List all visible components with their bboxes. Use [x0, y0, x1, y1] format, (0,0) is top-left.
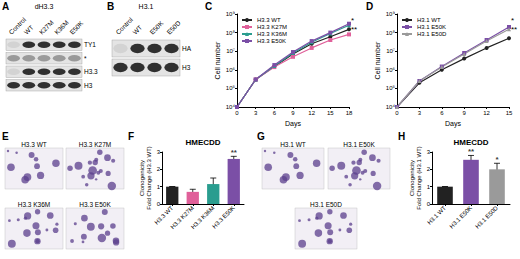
- svg-text:**: **: [351, 25, 357, 34]
- svg-text:Days: Days: [285, 120, 301, 128]
- svg-text:H3.1 E50D: H3.1 E50D: [310, 201, 342, 208]
- svg-text:D: D: [366, 1, 373, 12]
- svg-text:*: *: [351, 16, 354, 25]
- svg-text:Fold Change (H3.1 WT): Fold Change (H3.1 WT): [416, 146, 422, 210]
- svg-text:10⁸: 10⁸: [386, 30, 396, 36]
- svg-text:1: 1: [427, 184, 431, 190]
- svg-text:WT: WT: [131, 24, 143, 36]
- svg-text:10⁹: 10⁹: [386, 11, 396, 17]
- svg-text:**: **: [468, 147, 475, 156]
- svg-text:10⁸: 10⁸: [226, 30, 236, 36]
- svg-text:H3.1 E50K: H3.1 E50K: [343, 141, 375, 148]
- svg-text:E50K: E50K: [68, 19, 85, 36]
- svg-text:B: B: [107, 1, 114, 12]
- svg-text:*: *: [495, 155, 499, 164]
- svg-text:F: F: [128, 131, 134, 142]
- svg-text:3: 3: [427, 149, 431, 155]
- svg-text:3: 3: [254, 110, 258, 116]
- svg-text:H3.1 E50K: H3.1 E50K: [448, 205, 473, 230]
- svg-text:H3.3 WT: H3.3 WT: [257, 17, 281, 23]
- svg-text:12: 12: [483, 110, 490, 116]
- svg-text:Cell number: Cell number: [214, 41, 221, 79]
- svg-text:H3.3 K27M: H3.3 K27M: [257, 24, 287, 30]
- svg-text:H3.1: H3.1: [139, 3, 154, 10]
- svg-text:15: 15: [506, 110, 513, 116]
- svg-text:0: 0: [427, 201, 431, 207]
- svg-text:*: *: [84, 55, 87, 62]
- svg-text:10⁶: 10⁶: [226, 67, 236, 73]
- svg-text:H3.1 WT: H3.1 WT: [417, 17, 441, 23]
- svg-text:10⁴: 10⁴: [386, 104, 396, 110]
- svg-text:9: 9: [463, 110, 467, 116]
- svg-text:*: *: [511, 16, 514, 25]
- svg-text:6: 6: [440, 110, 444, 116]
- svg-text:3: 3: [157, 149, 161, 155]
- svg-text:E50K: E50K: [148, 19, 165, 36]
- svg-text:H3.1 WT: H3.1 WT: [426, 205, 447, 226]
- svg-text:H3.3 K27M: H3.3 K27M: [79, 141, 112, 148]
- svg-text:A: A: [2, 1, 9, 12]
- svg-text:H3.1 E50D: H3.1 E50D: [474, 204, 499, 229]
- svg-text:TY1: TY1: [84, 41, 96, 48]
- svg-text:Days: Days: [445, 120, 461, 128]
- svg-text:**: **: [231, 148, 238, 157]
- svg-text:12: 12: [308, 110, 315, 116]
- svg-text:10⁷: 10⁷: [386, 48, 395, 54]
- svg-text:18: 18: [346, 110, 353, 116]
- svg-text:Clonogenicity: Clonogenicity: [139, 160, 145, 196]
- svg-text:H3.3 K27M: H3.3 K27M: [169, 204, 195, 231]
- svg-text:10⁵: 10⁵: [386, 85, 396, 91]
- svg-text:Fold Change (H3.3 WT): Fold Change (H3.3 WT): [146, 146, 152, 210]
- svg-text:0: 0: [157, 201, 161, 207]
- svg-text:Clonogenicity: Clonogenicity: [409, 160, 415, 196]
- svg-text:HMECDD: HMECDD: [453, 138, 488, 147]
- svg-text:H3.1 WT: H3.1 WT: [280, 141, 306, 148]
- svg-text:H3: H3: [84, 82, 93, 89]
- svg-text:H3.3 E50K: H3.3 E50K: [79, 201, 111, 208]
- svg-text:G: G: [257, 131, 265, 142]
- svg-text:10⁵: 10⁵: [226, 85, 236, 91]
- svg-text:H3.3: H3.3: [84, 68, 98, 75]
- svg-text:15: 15: [327, 110, 334, 116]
- svg-text:0: 0: [235, 110, 239, 116]
- svg-text:2: 2: [427, 166, 431, 172]
- svg-text:K36M: K36M: [53, 19, 70, 36]
- svg-text:10⁹: 10⁹: [226, 11, 236, 17]
- svg-text:H3.3 E50K: H3.3 E50K: [211, 205, 236, 230]
- svg-text:WT: WT: [23, 24, 35, 36]
- svg-text:HA: HA: [182, 45, 192, 52]
- svg-text:H3.3 K36M: H3.3 K36M: [190, 204, 216, 231]
- svg-text:0: 0: [395, 110, 399, 116]
- svg-text:HMECDD: HMECDD: [185, 138, 220, 147]
- svg-text:H: H: [398, 131, 405, 142]
- svg-text:dH3.3: dH3.3: [35, 3, 54, 10]
- svg-text:E50D: E50D: [165, 19, 182, 36]
- svg-text:Control: Control: [114, 16, 134, 36]
- svg-text:H3.3 K36M: H3.3 K36M: [18, 201, 51, 208]
- svg-text:6: 6: [273, 110, 277, 116]
- svg-text:H3.1 E50K: H3.1 E50K: [417, 24, 446, 30]
- svg-text:10⁶: 10⁶: [386, 67, 396, 73]
- svg-text:E: E: [2, 131, 9, 142]
- svg-text:K27M: K27M: [38, 19, 55, 36]
- svg-text:H3.3 WT: H3.3 WT: [153, 205, 174, 226]
- svg-text:9: 9: [291, 110, 295, 116]
- svg-text:10⁷: 10⁷: [226, 48, 235, 54]
- svg-text:2: 2: [157, 166, 161, 172]
- svg-text:10⁴: 10⁴: [226, 104, 236, 110]
- svg-text:H3.3 K36M: H3.3 K36M: [257, 31, 287, 37]
- svg-text:H3.3 WT: H3.3 WT: [21, 141, 47, 148]
- svg-text:**: **: [511, 25, 517, 34]
- svg-text:C: C: [205, 1, 212, 12]
- svg-text:3: 3: [418, 110, 422, 116]
- svg-text:Cell number: Cell number: [374, 41, 381, 79]
- svg-text:H3: H3: [182, 64, 191, 71]
- svg-text:H3.3 E50K: H3.3 E50K: [257, 38, 286, 44]
- svg-text:1: 1: [157, 184, 161, 190]
- svg-text:H3.1 E50D: H3.1 E50D: [417, 31, 447, 37]
- svg-text:Control: Control: [7, 16, 27, 36]
